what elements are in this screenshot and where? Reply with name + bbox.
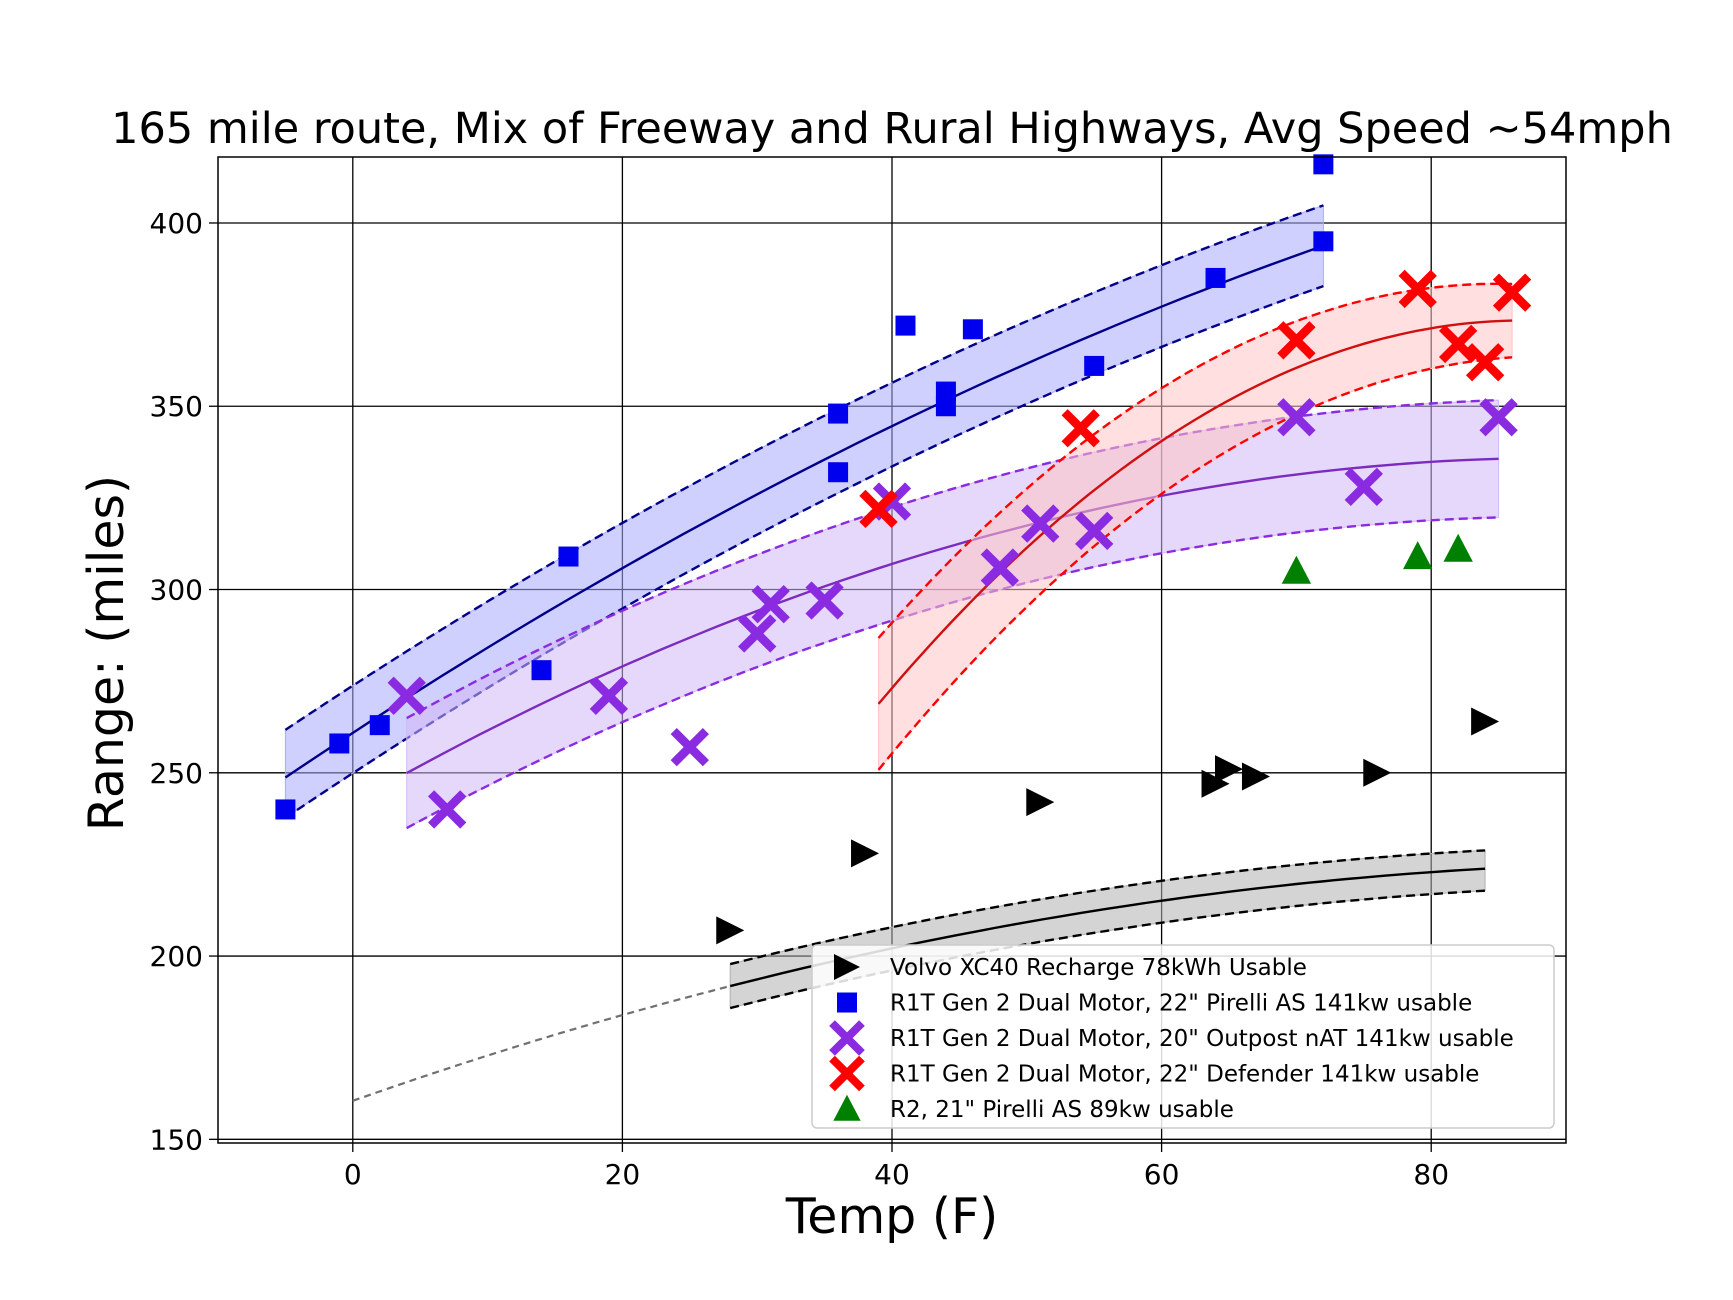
band-lower-line	[284, 284, 1324, 819]
x-tick-label: 40	[874, 1158, 910, 1191]
data-point-1	[828, 462, 849, 483]
data-point-1	[828, 403, 849, 424]
y-tick-label: 300	[150, 574, 203, 607]
data-point-4	[1403, 541, 1433, 570]
data-point-1	[369, 715, 390, 736]
x-tick-label: 20	[605, 1158, 641, 1191]
fit-line	[877, 319, 1513, 705]
fit-line	[406, 457, 1499, 775]
band-upper-line	[284, 204, 1324, 731]
y-tick-label: 150	[150, 1123, 203, 1156]
data-point-2	[387, 676, 426, 715]
data-point-4	[1443, 533, 1473, 562]
data-point-1	[531, 660, 552, 681]
data-point-1	[1313, 231, 1334, 252]
data-point-2	[1344, 467, 1383, 507]
plot-area	[275, 154, 1532, 1102]
data-point-2	[1021, 504, 1060, 543]
data-point-1	[1084, 355, 1105, 376]
x-axis-label: Temp (F)	[785, 1188, 999, 1245]
data-point-0	[716, 916, 745, 945]
y-tick-label: 200	[150, 940, 203, 973]
data-point-0	[1201, 769, 1230, 798]
legend-entry-0: Volvo XC40 Recharge 78kWh Usable	[890, 955, 1307, 981]
legend-marker-1	[837, 992, 857, 1013]
data-point-2	[589, 676, 629, 715]
data-point-1	[935, 396, 956, 417]
legend-entry-3: R1T Gen 2 Dual Motor, 22" Defender 141kw…	[890, 1062, 1479, 1088]
data-point-1	[895, 315, 916, 336]
data-point-2	[751, 585, 790, 624]
data-point-1	[275, 799, 296, 820]
data-point-0	[1026, 788, 1055, 817]
legend-entry-1: R1T Gen 2 Dual Motor, 22" Pirelli AS 141…	[890, 991, 1472, 1017]
data-point-3	[1465, 343, 1505, 382]
legend-marker-4	[833, 1094, 861, 1121]
data-point-2	[427, 790, 467, 829]
data-point-1	[329, 733, 350, 754]
data-point-1	[1205, 267, 1226, 288]
data-point-2	[805, 581, 844, 620]
data-point-3	[859, 489, 898, 529]
data-point-0	[851, 839, 880, 868]
band-upper-line	[729, 849, 1486, 966]
y-tick-label: 350	[150, 390, 203, 423]
x-tick-label: 80	[1413, 1158, 1449, 1191]
data-point-1	[962, 319, 983, 340]
legend-marker-2	[829, 1020, 865, 1056]
data-point-2	[1075, 511, 1114, 551]
band-lower-line	[877, 356, 1513, 771]
chart-title: 165 mile route, Mix of Freeway and Rural…	[111, 104, 1673, 154]
y-tick-label: 250	[150, 757, 203, 790]
data-point-2	[670, 727, 709, 767]
data-point-2	[1479, 398, 1518, 437]
data-point-2	[1277, 398, 1316, 437]
legend-entry-4: R2, 21" Pirelli AS 89kw usable	[890, 1097, 1234, 1123]
data-point-3	[1061, 409, 1100, 448]
band-upper-line	[406, 398, 1499, 720]
x-tick-label: 60	[1144, 1158, 1180, 1191]
legend-marker-3	[829, 1055, 865, 1092]
axis-ticks: 0 20 40 60 80 150 200 250 300 350 400	[150, 207, 1449, 1191]
data-point-4	[1281, 555, 1312, 584]
extrapolation-line	[352, 985, 731, 1102]
legend: Volvo XC40 Recharge 78kWh Usable R1T Gen …	[811, 944, 1555, 1129]
y-axis-label: Range: (miles)	[78, 475, 135, 831]
data-point-2	[980, 548, 1020, 587]
data-point-1	[1313, 154, 1334, 175]
data-point-1	[558, 546, 579, 567]
data-point-0	[1363, 758, 1392, 787]
legend-entry-2: R1T Gen 2 Dual Motor, 20" Outpost nAT 14…	[890, 1026, 1514, 1052]
data-point-3	[1277, 321, 1316, 360]
x-tick-label: 0	[344, 1158, 362, 1191]
data-point-0	[1215, 755, 1243, 784]
data-point-3	[1438, 324, 1478, 364]
data-point-3	[1492, 273, 1532, 312]
fit-line	[284, 244, 1324, 779]
legend-marker-0	[834, 954, 860, 980]
data-point-2	[738, 614, 777, 653]
y-tick-label: 400	[150, 207, 203, 240]
legend-frame	[811, 944, 1555, 1129]
data-point-3	[1398, 269, 1437, 309]
data-point-0	[1241, 762, 1270, 791]
data-point-0	[1471, 707, 1500, 736]
